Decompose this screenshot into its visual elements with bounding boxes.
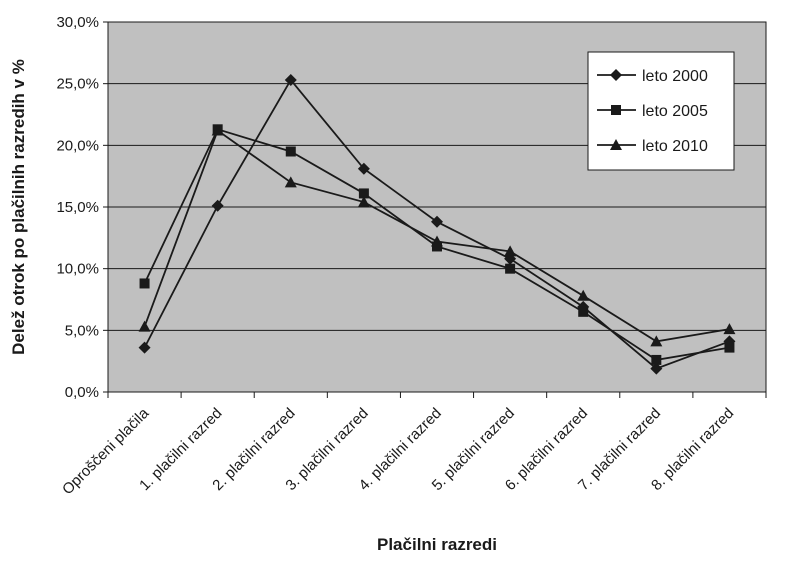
data-point xyxy=(211,199,224,212)
y-tick-label: 20,0% xyxy=(56,137,99,154)
data-point xyxy=(650,362,663,375)
data-point xyxy=(138,341,151,354)
data-point xyxy=(577,289,590,301)
y-tick-label: 0,0% xyxy=(65,384,99,401)
data-point xyxy=(505,263,516,274)
legend-marker xyxy=(610,69,622,81)
y-axis-title: Delež otrok po plačilnih razredih v % xyxy=(9,59,28,355)
data-point xyxy=(578,306,589,317)
data-point xyxy=(431,215,443,228)
legend-marker xyxy=(610,139,622,150)
legend-entry: leto 2000 xyxy=(597,68,708,85)
legend-label: leto 2000 xyxy=(642,68,708,85)
data-point xyxy=(650,335,663,347)
data-point xyxy=(357,162,370,175)
series-group xyxy=(138,73,736,375)
legend-label: leto 2010 xyxy=(642,138,708,155)
y-tick-label: 10,0% xyxy=(56,261,99,278)
data-point xyxy=(138,320,151,332)
legend-entry: leto 2010 xyxy=(597,138,708,155)
data-point xyxy=(139,278,150,289)
x-axis-title: Plačilni razredi xyxy=(377,535,497,554)
data-point xyxy=(504,245,517,257)
y-tick-label: 5,0% xyxy=(65,322,99,339)
data-point xyxy=(723,323,736,335)
series-leto-2010 xyxy=(138,124,736,347)
y-tick-label: 25,0% xyxy=(56,76,99,93)
legend: leto 2000 leto 2005 leto 2010 xyxy=(587,51,735,171)
data-point xyxy=(284,73,297,86)
data-point xyxy=(211,124,224,136)
data-point xyxy=(724,342,735,353)
data-point xyxy=(431,235,443,247)
legend-label: leto 2005 xyxy=(642,103,708,120)
data-point xyxy=(357,196,370,208)
y-tick-label: 30,0% xyxy=(56,14,99,31)
y-tick-label: 15,0% xyxy=(56,199,99,216)
data-point xyxy=(358,188,369,199)
legend-entry: leto 2005 xyxy=(597,103,708,120)
y-axis-ticks: 0,0% 5,0% 10,0% 15,0% 20,0% 25,0% 30,0% xyxy=(56,14,108,401)
legend-marker xyxy=(611,105,621,115)
data-point xyxy=(284,176,297,188)
data-point xyxy=(285,146,296,157)
data-point xyxy=(651,354,662,365)
